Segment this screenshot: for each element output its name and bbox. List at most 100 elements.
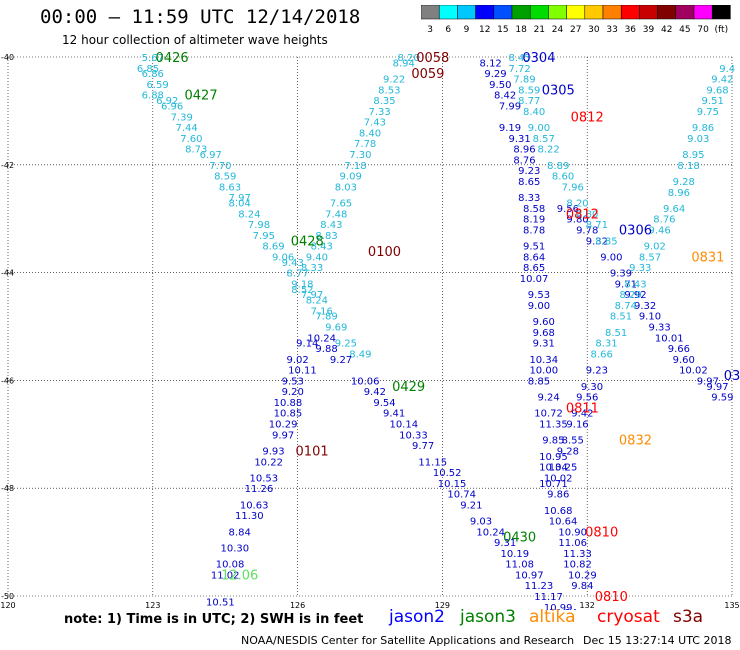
legend-s3a: s3a	[673, 607, 704, 627]
wave-height-point: 7.44	[175, 123, 197, 134]
wave-height-point: 8.20	[397, 53, 419, 64]
wave-height-point: 9.56	[557, 204, 579, 215]
wave-height-point: 7.95	[253, 231, 275, 242]
wave-height-point: 9.10	[639, 312, 661, 323]
wave-height-point: 8.65	[523, 263, 545, 274]
wave-height-point: 7.96	[562, 182, 584, 193]
wave-height-point: 8.55	[562, 436, 584, 447]
wave-height-point: 9.29	[484, 69, 506, 80]
wave-height-point: 9.33	[648, 323, 670, 334]
wave-height-point: 7.60	[180, 134, 202, 145]
wave-height-point: 10.71	[539, 479, 568, 490]
lon-tick-label: 120	[0, 601, 15, 610]
wave-height-point: 6.97	[200, 150, 222, 161]
wave-height-point: 8.22	[537, 145, 559, 156]
wave-height-point: 9.41	[383, 409, 405, 420]
wave-height-point: 8.43	[624, 279, 646, 290]
wave-height-point: 9.09	[340, 172, 362, 183]
wave-height-point: 9.88	[315, 344, 337, 355]
wave-height-point: 9.28	[557, 446, 579, 457]
pass-time-label: 0100	[368, 245, 401, 260]
wave-height-point: 7.89	[315, 312, 337, 323]
wave-height-point: 7.78	[354, 139, 376, 150]
wave-height-point: 8.59	[214, 172, 236, 183]
wave-height-point: 9.97	[272, 430, 294, 441]
lat-tick-label: -50	[1, 592, 14, 601]
scale-swatch	[711, 5, 731, 20]
wave-height-point: 11.15	[418, 457, 447, 468]
wave-height-point: 8.57	[533, 134, 555, 145]
wave-height-point: 8.96	[513, 145, 535, 156]
wave-height-point: 8.64	[523, 252, 545, 263]
wave-height-point: 10.34	[539, 463, 568, 474]
wave-height-point: 7.97	[229, 193, 251, 204]
legend-cryosat: cryosat	[597, 607, 660, 627]
wave-height-point: 11.33	[563, 549, 592, 560]
wave-height-point: 9.51	[702, 96, 724, 107]
wave-height-point: 10.53	[249, 473, 278, 484]
wave-height-point: 9.19	[499, 123, 521, 134]
wave-height-point: 9.80	[566, 215, 588, 226]
wave-height-point: 9.53	[528, 290, 550, 301]
wave-height-point: 6.96	[161, 102, 183, 113]
wave-height-point: 11.08	[505, 560, 534, 571]
wave-height-point: 9.40	[306, 252, 328, 263]
wave-height-point: 8.59	[518, 85, 540, 96]
wave-height-point: 8.77	[518, 96, 540, 107]
lat-tick-label: -40	[1, 53, 14, 62]
wave-height-point: 9.97	[697, 376, 719, 387]
map-title: 00:00 – 11:59 UTC 12/14/2018	[40, 6, 361, 28]
wave-height-point: 8.04	[229, 199, 251, 210]
wave-height-point: 10.85	[274, 409, 303, 420]
wave-height-point: 8.42	[494, 91, 516, 102]
scale-label: 42	[661, 25, 672, 35]
wave-height-point: 8.51	[610, 312, 632, 323]
lat-tick-label: -44	[1, 269, 14, 278]
wave-height-point: 9.4	[719, 64, 735, 75]
lat-tick-label: -46	[1, 376, 14, 385]
wave-height-point: 10.06	[351, 376, 380, 387]
wave-height-point: 6.86	[142, 69, 164, 80]
wave-height-point: 10.24	[307, 333, 336, 344]
wave-height-point: 7.33	[369, 107, 391, 118]
wave-height-point: 7.16	[311, 306, 333, 317]
wave-height-point: 9.56	[576, 393, 598, 404]
wave-height-point: 11.17	[534, 592, 563, 603]
wave-height-point: 10.95	[539, 452, 568, 463]
wave-height-point: 10.74	[447, 490, 476, 501]
wave-height-point: 8.51	[605, 328, 627, 339]
wave-height-point: 9.27	[330, 355, 352, 366]
wave-height-point: 9.24	[537, 393, 559, 404]
pass-time-label: 12.06	[221, 568, 258, 583]
footer-timestamp: Dec 15 13:27:14 UTC 2018	[583, 634, 732, 647]
wave-height-point: 9.92	[624, 290, 646, 301]
wave-height-point: 8.83	[315, 231, 337, 242]
lon-tick-label: 135	[724, 601, 739, 610]
wave-height-point: 9.23	[586, 366, 608, 377]
wave-height-point: 9.54	[373, 398, 395, 409]
legend-jason2: jason2	[389, 607, 445, 627]
wave-height-point: 5.67	[142, 53, 164, 64]
wave-height-point: 9.66	[668, 344, 690, 355]
wave-height-point: 9.33	[629, 263, 651, 274]
scale-label: 18	[515, 25, 527, 35]
wave-height-point: 11.35	[539, 420, 568, 431]
wave-height-point: 9.78	[576, 225, 598, 236]
scale-label: 36	[625, 25, 637, 35]
wave-height-point: 7.18	[344, 161, 366, 172]
wave-height-point: 9.46	[648, 225, 670, 236]
lat-tick-label: -42	[1, 161, 14, 170]
wave-height-point: 9.85	[542, 436, 564, 447]
wave-height-point: 10.72	[534, 409, 563, 420]
scale-label: 45	[679, 25, 690, 35]
wave-height-point: 11.02	[211, 570, 240, 581]
wave-height-point: 8.76	[513, 155, 535, 166]
wave-height-point: 11.23	[525, 581, 554, 592]
wave-height-point: 8.74	[615, 301, 637, 312]
scale-label: 3	[427, 25, 433, 35]
wave-height-point: 11.06	[558, 538, 587, 549]
wave-height-point: 8.18	[677, 161, 699, 172]
wave-height-point: 9.00	[528, 123, 550, 134]
wave-height-point: 10.64	[549, 517, 578, 528]
